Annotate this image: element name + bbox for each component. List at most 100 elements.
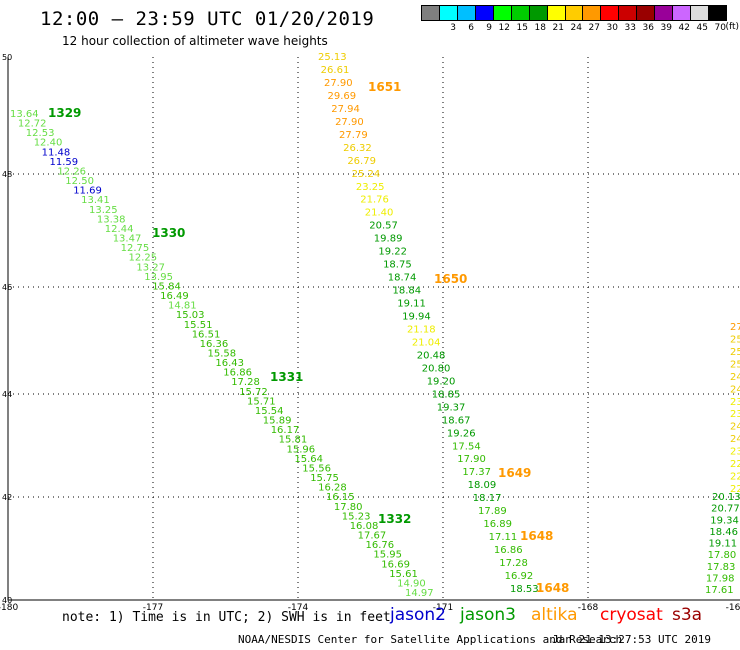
wave-height-value: 26.79 bbox=[347, 156, 376, 167]
color-swatch bbox=[565, 6, 584, 20]
wave-height-value: 15.56 bbox=[302, 463, 331, 474]
longitude-label: -174 bbox=[288, 603, 309, 613]
longitude-label: -16 bbox=[726, 603, 740, 613]
color-scale-label: 42 bbox=[678, 23, 690, 33]
wave-height-value: 21.76 bbox=[360, 195, 389, 206]
wave-height-value: 14.97 bbox=[405, 588, 434, 599]
wave-height-value: 24 bbox=[730, 384, 740, 395]
wave-height-value: 21.40 bbox=[365, 208, 394, 219]
color-scale-label: 18 bbox=[534, 23, 546, 33]
color-swatch bbox=[547, 6, 566, 20]
wave-height-value: 13.27 bbox=[136, 262, 165, 273]
wave-height-value: 27 bbox=[730, 322, 740, 333]
wave-height-value: 13.25 bbox=[89, 205, 118, 216]
wave-height-value: 17.37 bbox=[462, 467, 491, 478]
wave-height-value: 19.11 bbox=[709, 539, 738, 550]
longitude-label: -177 bbox=[143, 603, 163, 613]
color-swatch bbox=[529, 6, 548, 20]
wave-height-value: 18.67 bbox=[442, 415, 471, 426]
wave-height-value: 17.90 bbox=[457, 454, 486, 465]
color-scale-label: 24 bbox=[570, 23, 582, 33]
color-swatch bbox=[475, 6, 494, 20]
color-scale-label: 27 bbox=[588, 23, 600, 33]
wave-height-value: 14.81 bbox=[168, 301, 197, 312]
wave-height-value: 18.53 bbox=[510, 584, 539, 595]
wave-height-value: 29.69 bbox=[327, 91, 356, 102]
wave-height-value: 13.38 bbox=[97, 214, 126, 225]
wave-height-value: 16.49 bbox=[160, 291, 189, 302]
wave-height-value: 15.71 bbox=[247, 396, 276, 407]
latitude-label: 40 bbox=[2, 596, 12, 605]
wave-height-value: 15.03 bbox=[176, 310, 205, 321]
longitude-label: -180 bbox=[0, 603, 18, 613]
longitude-label: -168 bbox=[578, 603, 599, 613]
wave-height-value: 16.89 bbox=[483, 519, 512, 530]
wave-height-value: 15.89 bbox=[263, 416, 292, 427]
color-swatch bbox=[457, 6, 476, 20]
color-scale-label: 6 bbox=[468, 23, 474, 33]
wave-height-value: 22 bbox=[730, 459, 740, 470]
track-label: 1651 bbox=[368, 80, 401, 94]
wave-height-value: 14.90 bbox=[397, 578, 426, 589]
wave-height-value: 20.57 bbox=[369, 221, 398, 232]
wave-height-value: 18.46 bbox=[709, 527, 738, 538]
track-label: 1650 bbox=[434, 272, 467, 286]
color-scale-label: 15 bbox=[516, 23, 528, 33]
wave-height-value: 17.89 bbox=[478, 506, 507, 517]
wave-height-value: 16.86 bbox=[223, 368, 252, 379]
wave-height-value: 18.17 bbox=[473, 493, 502, 504]
wave-height-value: 16.51 bbox=[192, 329, 221, 340]
wave-height-value: 25 bbox=[730, 347, 740, 358]
footer-credit: NOAA/NESDIS Center for Satellite Applica… bbox=[238, 633, 623, 646]
wave-height-value: 15.81 bbox=[279, 435, 308, 446]
wave-height-value: 15.75 bbox=[310, 473, 339, 484]
wave-height-value: 20.13 bbox=[712, 492, 740, 503]
wave-height-value: 17.61 bbox=[705, 585, 734, 596]
legend-item-s3a: s3a bbox=[672, 605, 703, 625]
footer-timestamp: Jan 21 13:27:53 UTC 2019 bbox=[552, 633, 711, 646]
wave-height-value: 11.59 bbox=[50, 157, 79, 168]
wave-height-value: 15.23 bbox=[342, 511, 371, 522]
wave-height-value: 11.48 bbox=[42, 147, 71, 158]
wave-height-value: 15.54 bbox=[255, 406, 284, 417]
wave-height-value: 19.94 bbox=[402, 312, 431, 323]
wave-height-value: 20.48 bbox=[417, 350, 446, 361]
wave-height-value: 17.28 bbox=[231, 377, 260, 388]
wave-height-value: 18.75 bbox=[383, 260, 412, 271]
wave-height-value: 12.53 bbox=[26, 128, 55, 139]
color-swatch bbox=[655, 6, 674, 20]
wave-height-value: 25.13 bbox=[318, 52, 347, 63]
wave-height-value: 12.40 bbox=[34, 138, 63, 149]
color-scale-label: 3 bbox=[450, 23, 456, 33]
wave-height-value: 27.90 bbox=[324, 78, 353, 89]
wave-height-value: 15.61 bbox=[389, 569, 418, 580]
wave-height-value: 17.67 bbox=[358, 531, 387, 542]
wave-height-value: 17.98 bbox=[706, 573, 735, 584]
wave-height-value: 12.75 bbox=[121, 243, 150, 254]
color-swatch bbox=[511, 6, 530, 20]
wave-height-value: 12.72 bbox=[18, 119, 47, 130]
wave-height-value: 12.25 bbox=[129, 253, 158, 264]
color-scale-label: 33 bbox=[624, 23, 636, 33]
color-scale-label: 36 bbox=[642, 23, 654, 33]
wave-height-value: 24 bbox=[730, 372, 740, 383]
color-scale-label: 70 bbox=[714, 23, 726, 33]
wave-height-value: 24 bbox=[730, 434, 740, 445]
color-swatch bbox=[709, 6, 726, 20]
latitude-label: 50 bbox=[2, 53, 12, 62]
wave-height-value: 24 bbox=[730, 422, 740, 433]
wave-height-value: 20.80 bbox=[422, 363, 451, 374]
wave-height-value: 16.36 bbox=[200, 339, 229, 350]
wave-height-value: 16.76 bbox=[366, 540, 395, 551]
wave-height-value: 23 bbox=[730, 447, 740, 458]
color-scale-label: 12 bbox=[498, 23, 510, 33]
latitude-label: 44 bbox=[2, 390, 12, 399]
track-label: 1331 bbox=[270, 370, 303, 384]
wave-height-value: 15.64 bbox=[294, 454, 323, 465]
wave-height-value: 19.20 bbox=[427, 376, 456, 387]
wave-height-value: 13.95 bbox=[144, 272, 173, 283]
wave-height-value: 19.34 bbox=[710, 515, 739, 526]
longitude-label: -171 bbox=[433, 603, 453, 613]
wave-height-value: 21.04 bbox=[412, 337, 441, 348]
wave-height-value: 18.09 bbox=[468, 480, 497, 491]
